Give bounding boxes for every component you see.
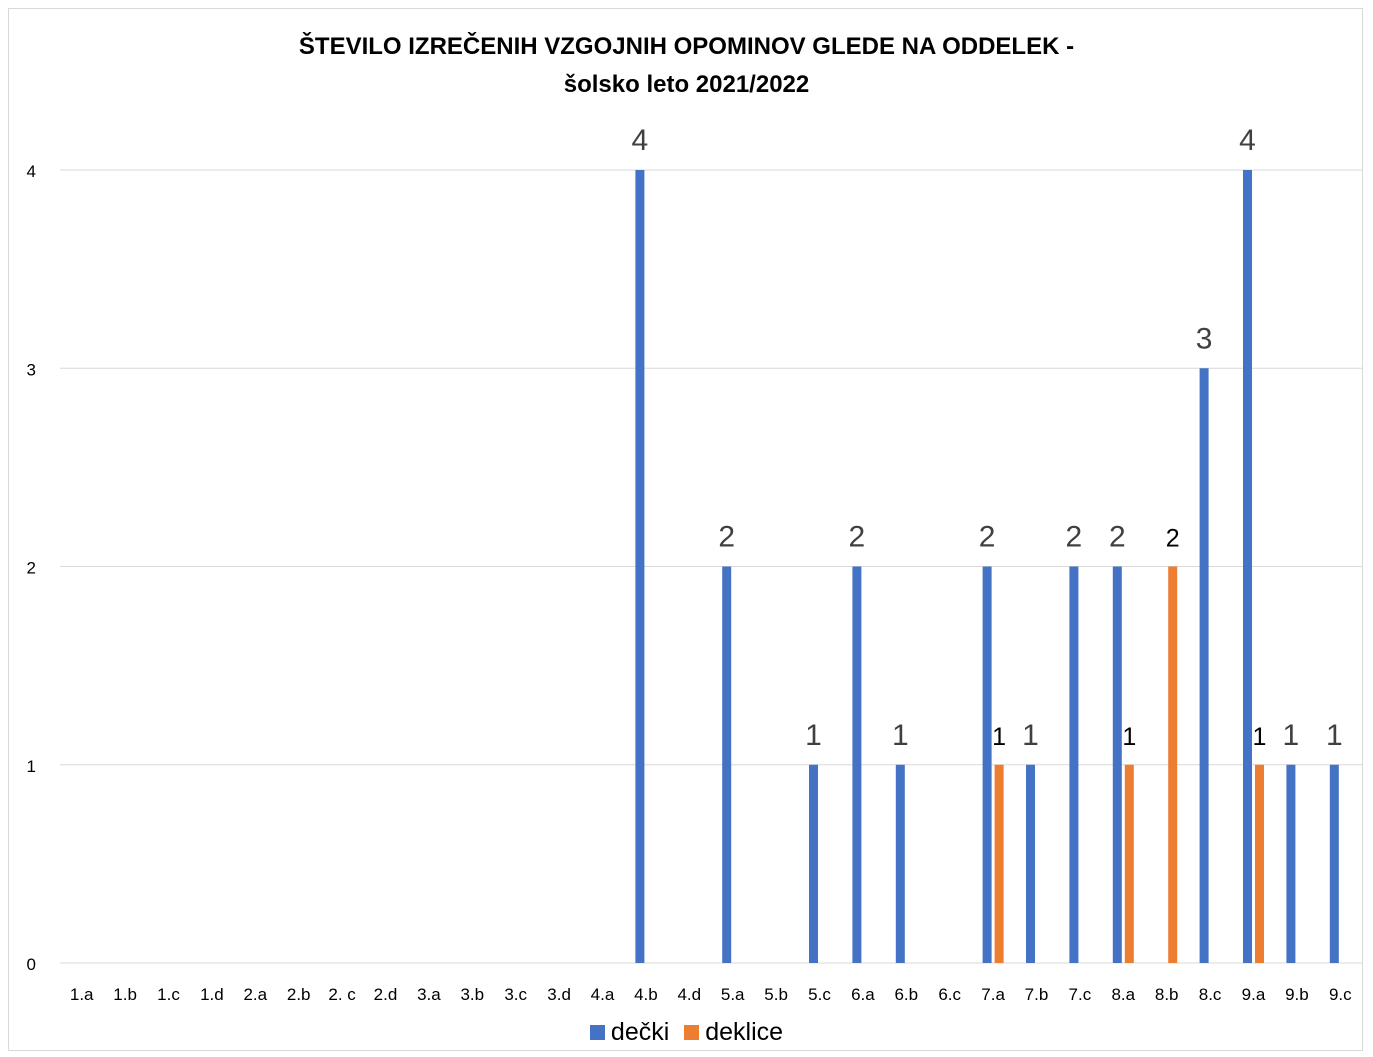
x-tick-label: 4.a [591, 985, 615, 1004]
data-label: 1 [1122, 723, 1136, 751]
x-tick-label: 3.d [547, 985, 571, 1004]
bar-decki [635, 170, 645, 963]
x-tick-label: 8.a [1111, 985, 1135, 1004]
x-tick-label: 2.d [374, 985, 398, 1004]
x-tick-label: 8.b [1155, 985, 1179, 1004]
data-label: 1 [892, 719, 909, 752]
x-tick-label: 1.c [157, 985, 180, 1004]
bar-deklice [994, 764, 1004, 963]
x-tick-label: 9.a [1242, 985, 1266, 1004]
data-label: 1 [992, 723, 1006, 751]
data-label: 1 [1326, 719, 1343, 752]
x-tick-label: 3.a [417, 985, 441, 1004]
x-tick-label: 2.b [287, 985, 311, 1004]
data-label: 1 [1283, 719, 1300, 752]
x-tick-label: 4.b [634, 985, 658, 1004]
chart-subtitle: šolsko leto 2021/2022 [563, 71, 810, 98]
x-tick-label: 5.a [721, 985, 745, 1004]
y-tick-label: 1 [27, 757, 36, 776]
x-tick-label: 1.a [70, 985, 94, 1004]
x-tick-label: 3.b [460, 985, 484, 1004]
bar-decki [1026, 764, 1035, 963]
bar-decki [809, 764, 818, 963]
data-label: 1 [1022, 719, 1039, 752]
legend-label-decki: dečki [610, 1018, 670, 1046]
chart-title: ŠTEVILO IZREČENIH VZGOJNIH OPOMINOV GLED… [298, 33, 1075, 60]
x-tick-label: 9.b [1285, 985, 1309, 1004]
x-tick-label: 7.b [1025, 985, 1049, 1004]
bar-decki [1286, 764, 1296, 963]
bar-deklice [1255, 764, 1264, 963]
x-tick-label: 2.a [243, 985, 267, 1004]
bar-decki [1199, 368, 1209, 963]
x-tick-label: 1.d [200, 985, 224, 1004]
legend-item-deckI: dečki [589, 1018, 670, 1047]
legend-label-deklice: deklice [705, 1018, 784, 1046]
x-tick-label: 6.b [894, 985, 918, 1004]
data-label: 2 [1066, 521, 1083, 554]
legend-item-deklice: deklice [684, 1018, 783, 1047]
x-tick-label: 7.a [981, 985, 1005, 1004]
data-label: 2 [979, 521, 996, 554]
x-tick-label: 6.a [851, 985, 875, 1004]
data-label: 1 [805, 719, 822, 752]
x-tick-label: 4.d [677, 985, 701, 1004]
bar-decki [1112, 566, 1122, 963]
x-tick-label: 6.c [938, 985, 961, 1004]
bar-decki [982, 566, 992, 963]
x-tick-label: 9.c [1329, 985, 1352, 1004]
y-tick-label: 3 [27, 360, 36, 379]
y-tick-label: 2 [27, 559, 36, 578]
x-tick-label: 5.c [808, 985, 831, 1004]
legend-swatch-decki [589, 1025, 605, 1040]
bar-decki [895, 764, 905, 963]
legend: dečki deklice [0, 1018, 1373, 1047]
bar-decki [1069, 566, 1079, 963]
data-label: 2 [1166, 525, 1180, 553]
y-tick-label: 0 [27, 955, 36, 974]
chart-frame [8, 8, 1363, 1051]
bar-deklice [1124, 764, 1134, 963]
x-tick-label: 1.b [113, 985, 137, 1004]
x-tick-label: 3.c [504, 985, 527, 1004]
x-tick-label: 8.c [1199, 985, 1222, 1004]
x-tick-label: 2. c [328, 985, 356, 1004]
data-label: 2 [849, 521, 866, 554]
data-label: 1 [1253, 723, 1267, 751]
x-tick-label: 7.c [1069, 985, 1092, 1004]
y-tick-label: 4 [27, 162, 36, 181]
bar-decki [1329, 764, 1339, 963]
x-tick-label: 5.b [764, 985, 788, 1004]
chart-title-block: ŠTEVILO IZREČENIH VZGOJNIH OPOMINOV GLED… [0, 28, 1373, 104]
data-label: 4 [1239, 124, 1256, 157]
data-label: 2 [718, 521, 735, 554]
data-label: 3 [1196, 322, 1213, 355]
bar-decki [1243, 170, 1252, 963]
legend-swatch-deklice [684, 1025, 700, 1040]
bar-decki [852, 566, 862, 963]
data-label: 2 [1109, 521, 1126, 554]
bar-decki [722, 566, 732, 963]
data-label: 4 [632, 124, 649, 157]
bar-deklice [1168, 566, 1178, 963]
